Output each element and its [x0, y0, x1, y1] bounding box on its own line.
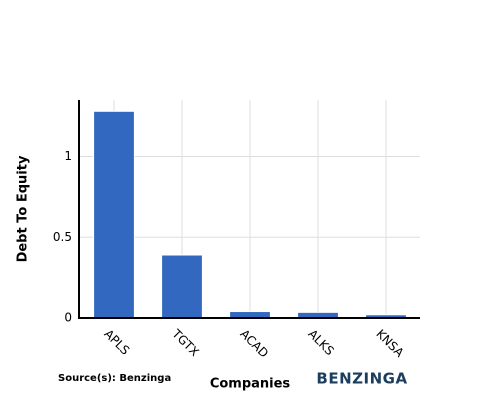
brand-logo: BENZINGA — [316, 370, 407, 388]
y-tick-label: 1 — [64, 149, 72, 163]
y-tick-label: 0 — [64, 311, 72, 325]
x-tick-label: APLS — [101, 327, 132, 358]
x-tick-label: KNSA — [373, 327, 407, 361]
x-tick-label: ALKS — [305, 327, 336, 358]
source: Source(s): Benzinga — [58, 373, 171, 384]
bar — [93, 110, 135, 319]
y-axis-label: Debt To Equity — [16, 155, 31, 262]
x-tick-label: ACAD — [237, 327, 271, 361]
x-axis-label: Companies — [210, 377, 291, 392]
x-tick-label: TGTX — [169, 326, 202, 359]
bar — [161, 254, 203, 319]
y-tick-label: 0.5 — [53, 230, 72, 244]
